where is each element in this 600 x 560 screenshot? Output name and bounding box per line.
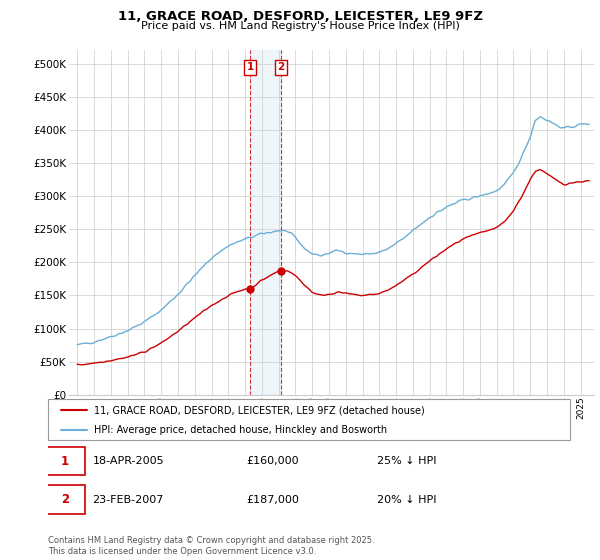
Text: 23-FEB-2007: 23-FEB-2007 (92, 494, 164, 505)
FancyBboxPatch shape (46, 447, 85, 475)
Text: HPI: Average price, detached house, Hinckley and Bosworth: HPI: Average price, detached house, Hinc… (94, 424, 387, 435)
FancyBboxPatch shape (46, 486, 85, 514)
Text: 2: 2 (278, 63, 285, 72)
Text: 1: 1 (61, 455, 69, 468)
Text: Price paid vs. HM Land Registry's House Price Index (HPI): Price paid vs. HM Land Registry's House … (140, 21, 460, 31)
Text: 1: 1 (247, 63, 254, 72)
Text: £187,000: £187,000 (247, 494, 299, 505)
Text: 18-APR-2005: 18-APR-2005 (92, 456, 164, 466)
Text: 25% ↓ HPI: 25% ↓ HPI (377, 456, 436, 466)
Text: 2: 2 (61, 493, 69, 506)
Text: 20% ↓ HPI: 20% ↓ HPI (377, 494, 436, 505)
Text: Contains HM Land Registry data © Crown copyright and database right 2025.
This d: Contains HM Land Registry data © Crown c… (48, 536, 374, 556)
Text: 11, GRACE ROAD, DESFORD, LEICESTER, LE9 9FZ: 11, GRACE ROAD, DESFORD, LEICESTER, LE9 … (118, 10, 482, 23)
Bar (250, 50, 281, 395)
Text: £160,000: £160,000 (247, 456, 299, 466)
FancyBboxPatch shape (48, 399, 570, 440)
Text: 11, GRACE ROAD, DESFORD, LEICESTER, LE9 9FZ (detached house): 11, GRACE ROAD, DESFORD, LEICESTER, LE9 … (94, 405, 425, 415)
